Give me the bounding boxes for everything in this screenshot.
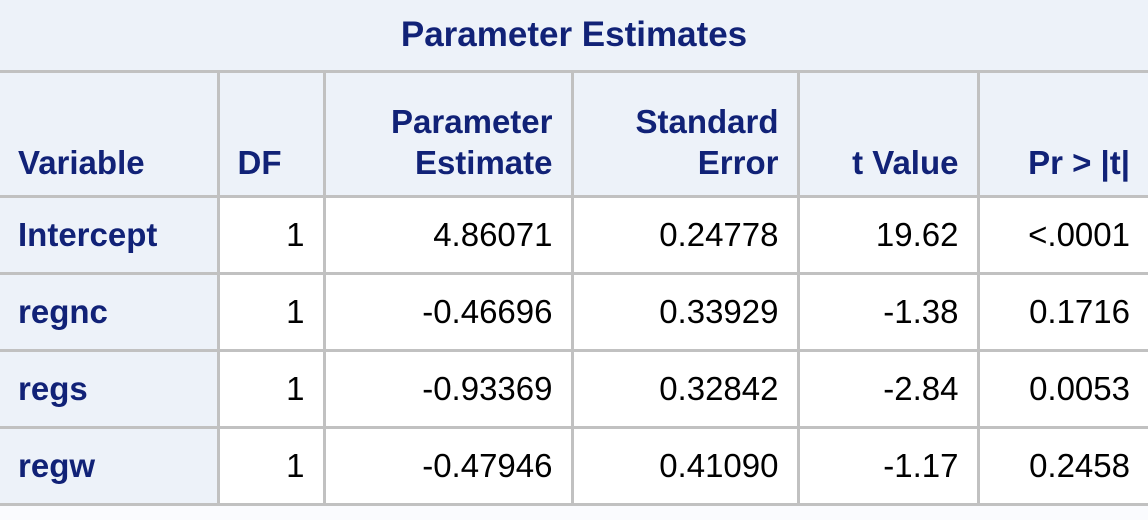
row-prob: 0.0053: [976, 349, 1148, 429]
header-t-value: t Value: [796, 70, 980, 198]
row-estimate: -0.46696: [322, 272, 574, 352]
table-row: regs 1 -0.93369 0.32842 -2.84 0.0053: [0, 349, 1148, 429]
table-row: Intercept 1 4.86071 0.24778 19.62 <.0001: [0, 195, 1148, 275]
header-variable: Variable: [0, 70, 220, 198]
row-estimate: -0.93369: [322, 349, 574, 429]
header-estimate-line2: Estimate: [414, 144, 553, 181]
row-prob: 0.2458: [976, 426, 1148, 506]
row-prob: <.0001: [976, 195, 1148, 275]
row-variable: regs: [0, 349, 220, 429]
header-standard-error: Standard Error: [570, 70, 800, 198]
header-df: DF: [216, 70, 326, 198]
row-estimate: -0.47946: [322, 426, 574, 506]
row-variable: regw: [0, 426, 220, 506]
header-stderr-line2: Error: [697, 144, 779, 181]
row-df: 1: [216, 195, 326, 275]
row-estimate: 4.86071: [322, 195, 574, 275]
row-prob: 0.1716: [976, 272, 1148, 352]
row-df: 1: [216, 426, 326, 506]
estimates-grid: Variable DF Parameter Estimate Standard …: [0, 70, 1148, 506]
row-tvalue: -1.38: [796, 272, 980, 352]
row-stderr: 0.32842: [570, 349, 800, 429]
header-parameter-estimate: Parameter Estimate: [322, 70, 574, 198]
row-stderr: 0.41090: [570, 426, 800, 506]
row-stderr: 0.33929: [570, 272, 800, 352]
row-tvalue: 19.62: [796, 195, 980, 275]
row-variable: regnc: [0, 272, 220, 352]
row-variable: Intercept: [0, 195, 220, 275]
header-estimate-line1: Parameter: [391, 103, 553, 140]
header-row: Variable DF Parameter Estimate Standard …: [0, 70, 1148, 198]
table-row: regw 1 -0.47946 0.41090 -1.17 0.2458: [0, 426, 1148, 506]
row-df: 1: [216, 272, 326, 352]
table-row: regnc 1 -0.46696 0.33929 -1.38 0.1716: [0, 272, 1148, 352]
row-tvalue: -1.17: [796, 426, 980, 506]
row-tvalue: -2.84: [796, 349, 980, 429]
header-stderr-line1: Standard: [635, 103, 779, 140]
row-stderr: 0.24778: [570, 195, 800, 275]
header-pr-t: Pr > |t|: [976, 70, 1148, 198]
table-title: Parameter Estimates: [0, 0, 1148, 70]
row-df: 1: [216, 349, 326, 429]
